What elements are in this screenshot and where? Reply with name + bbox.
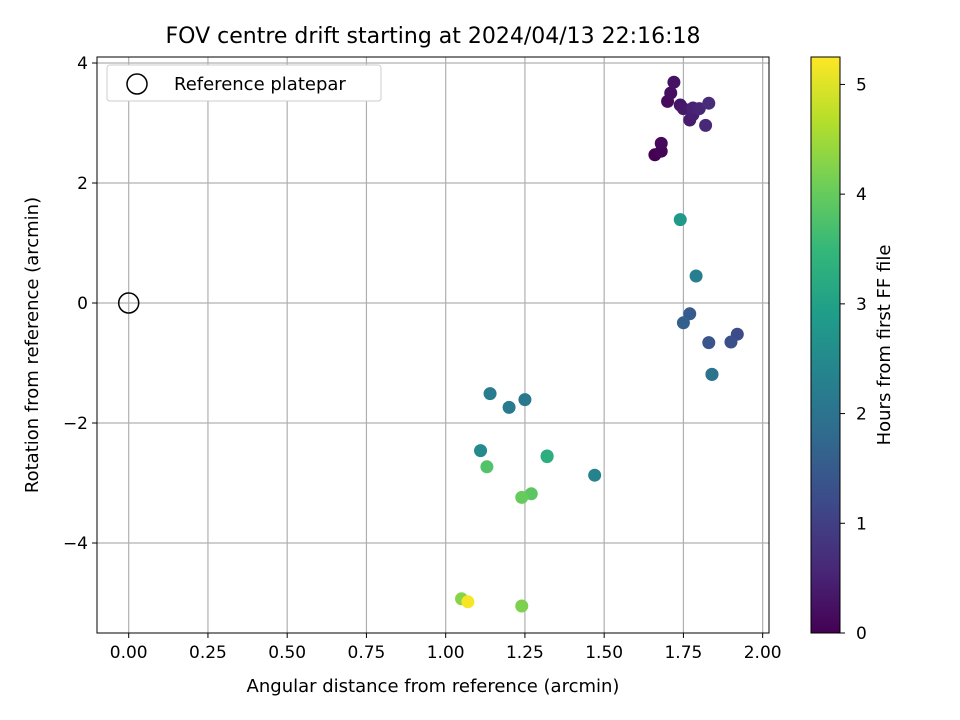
data-point <box>518 393 532 407</box>
data-point <box>461 595 475 609</box>
data-point <box>683 307 697 321</box>
x-tick-label: 0.25 <box>189 643 227 663</box>
x-axis-ticks: 0.00 0.25 0.50 0.75 1.00 1.25 1.50 1.75 2.00 <box>110 633 782 663</box>
reference-platepar-marker <box>117 292 140 314</box>
colorbar-tick-label: 4 <box>856 185 867 205</box>
data-point <box>676 102 690 116</box>
data-point <box>705 367 719 381</box>
legend-marker <box>126 73 148 95</box>
chart-title: FOV centre drift starting at 2024/04/13 … <box>166 24 701 49</box>
colorbar-ticks: 0 1 2 3 4 5 <box>840 75 867 644</box>
plot-frame <box>96 56 770 634</box>
data-point <box>673 213 687 227</box>
legend-entry: Reference platepar <box>174 74 346 95</box>
colorbar-label: Hours from first FF file <box>874 245 895 446</box>
colorbar-tick-label: 2 <box>856 405 867 425</box>
colorbar-tick-label: 5 <box>856 75 867 95</box>
legend: Reference platepar <box>106 64 382 102</box>
x-tick-label: 0.50 <box>268 643 306 663</box>
colorbar-tick-label: 0 <box>856 624 867 644</box>
y-tick-label: 4 <box>77 54 88 74</box>
data-point <box>654 136 668 150</box>
data-point <box>699 118 713 132</box>
grid-lines <box>97 57 769 633</box>
x-tick-label: 1.00 <box>427 643 465 663</box>
y-axis-label: Rotation from reference (arcmin) <box>22 197 43 493</box>
data-point <box>588 468 602 482</box>
x-tick-label: 1.75 <box>664 643 702 663</box>
data-point <box>502 400 516 414</box>
data-point <box>692 102 706 116</box>
data-point <box>676 316 690 330</box>
colorbar-frame <box>810 56 841 634</box>
y-tick-label: 2 <box>77 174 88 194</box>
y-tick-label: 0 <box>77 294 88 314</box>
x-tick-label: 0.00 <box>110 643 148 663</box>
data-point <box>702 96 716 110</box>
y-tick-label: −2 <box>63 414 88 434</box>
data-point <box>540 450 554 464</box>
data-point <box>483 387 497 401</box>
colorbar-tick-label: 1 <box>856 514 867 534</box>
y-tick-label: −4 <box>63 534 88 554</box>
data-point <box>515 599 529 613</box>
colorbar-tick-label: 3 <box>856 295 867 315</box>
colorbar <box>811 57 840 633</box>
data-point <box>702 336 716 350</box>
y-axis-ticks: −4 −2 0 2 4 <box>63 54 97 554</box>
data-point <box>664 86 678 100</box>
data-point <box>689 269 703 283</box>
data-point <box>667 75 681 89</box>
data-point <box>474 444 488 458</box>
data-point <box>724 335 738 349</box>
x-tick-label: 1.50 <box>585 643 623 663</box>
x-tick-label: 0.75 <box>348 643 386 663</box>
legend-box <box>106 64 382 102</box>
data-point <box>515 490 529 504</box>
x-tick-label: 1.25 <box>506 643 544 663</box>
scatter-points <box>117 75 744 613</box>
data-point <box>480 460 494 474</box>
x-tick-label: 2.00 <box>744 643 782 663</box>
x-axis-label: Angular distance from reference (arcmin) <box>247 676 620 697</box>
